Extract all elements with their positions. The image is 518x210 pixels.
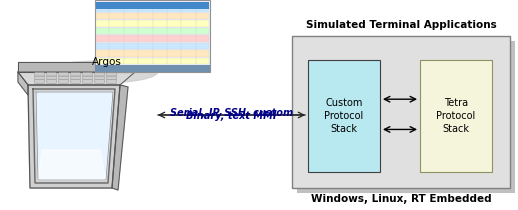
FancyBboxPatch shape (35, 76, 45, 80)
Text: Argos: Argos (92, 57, 122, 67)
Polygon shape (18, 72, 28, 95)
Text: Simulated Terminal Applications: Simulated Terminal Applications (306, 20, 496, 30)
Bar (96, 5, 209, 12)
Bar (96, 28, 209, 34)
Text: Windows, Linux, RT Embedded: Windows, Linux, RT Embedded (311, 194, 491, 204)
Ellipse shape (42, 61, 157, 83)
Bar (96, 20, 209, 26)
Bar (96, 35, 209, 42)
FancyBboxPatch shape (107, 80, 117, 83)
FancyBboxPatch shape (107, 72, 117, 76)
Bar (95, 0, 210, 72)
Bar (297, 41, 515, 193)
Bar (95, 65, 210, 72)
FancyBboxPatch shape (95, 80, 104, 83)
Polygon shape (112, 85, 128, 190)
FancyBboxPatch shape (83, 76, 92, 80)
FancyBboxPatch shape (47, 76, 56, 80)
Polygon shape (38, 150, 106, 180)
Text: Custom
Protocol
Stack: Custom Protocol Stack (324, 98, 364, 134)
FancyBboxPatch shape (70, 72, 80, 76)
FancyBboxPatch shape (70, 76, 80, 80)
Bar (96, 2, 209, 9)
Polygon shape (28, 85, 120, 188)
FancyBboxPatch shape (59, 72, 68, 76)
FancyBboxPatch shape (35, 80, 45, 83)
Polygon shape (18, 62, 135, 72)
FancyBboxPatch shape (47, 72, 56, 76)
Bar (292, 36, 510, 188)
Bar (96, 13, 209, 19)
FancyBboxPatch shape (59, 76, 68, 80)
FancyBboxPatch shape (83, 80, 92, 83)
Bar (96, 42, 209, 49)
Bar (308, 60, 380, 172)
Text: Binary, text MMI: Binary, text MMI (186, 111, 277, 121)
Text: Tetra
Protocol
Stack: Tetra Protocol Stack (436, 98, 476, 134)
Bar (420, 60, 492, 172)
FancyBboxPatch shape (35, 72, 45, 76)
Bar (96, 50, 209, 56)
Polygon shape (18, 72, 135, 85)
FancyBboxPatch shape (59, 80, 68, 83)
FancyBboxPatch shape (83, 72, 92, 76)
FancyBboxPatch shape (107, 76, 117, 80)
Bar (96, 58, 209, 64)
FancyBboxPatch shape (95, 72, 104, 76)
Polygon shape (36, 92, 113, 180)
FancyBboxPatch shape (95, 76, 104, 80)
Text: Serial, IP, SSH, custom: Serial, IP, SSH, custom (170, 108, 293, 118)
FancyBboxPatch shape (70, 80, 80, 83)
FancyBboxPatch shape (47, 80, 56, 83)
